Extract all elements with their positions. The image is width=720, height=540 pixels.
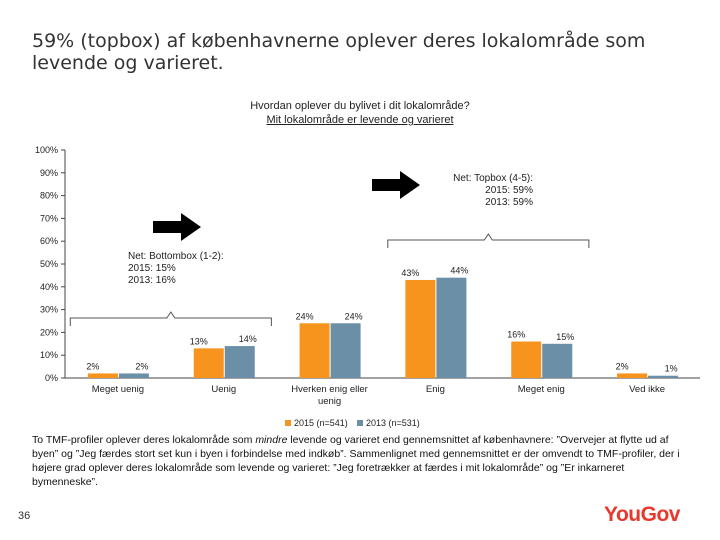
data-label: 44% [450,266,468,276]
legend-swatch [285,420,291,426]
legend-label: 2013 (n=531) [366,418,420,428]
chart-title: Hvordan oplever du bylivet i dit lokalom… [250,100,470,112]
y-tick-label: 70% [40,213,58,223]
bar [299,323,330,378]
topbox-annotation-line: 2013: 59% [485,197,533,208]
y-tick-label: 30% [40,305,58,315]
data-label: 43% [401,268,419,278]
data-label: 13% [190,336,208,346]
legend-label: 2015 (n=541) [294,418,348,428]
y-tick-label: 80% [40,191,58,201]
legend-swatch [357,420,363,426]
bar [118,373,149,378]
x-tick-label: Uenig [211,384,236,395]
slide-title: 59% (topbox) af københavnerne oplever de… [32,30,646,74]
data-label: 2% [86,361,99,371]
bar [511,341,542,378]
bar [330,323,361,378]
y-tick-label: 100% [35,145,58,155]
bar [87,373,118,378]
bottombox-annotation-line: 2015: 15% [128,263,176,274]
x-tick-label: uenig [318,396,341,407]
yougov-logo: YouGov [604,503,680,526]
bar [542,343,573,378]
chart-subtitle: Mit lokalområde er levende og varieret [266,114,454,126]
topbox-bracket [387,233,590,248]
x-tick-label: Meget enig [518,384,565,395]
bar [405,279,436,378]
data-label: 16% [507,330,525,340]
y-tick-label: 90% [40,168,58,178]
topbox-arrow-icon [372,171,420,199]
footnote-italic: mindre [255,434,288,446]
bottombox-arrow-icon [153,213,201,241]
footnote-part1: To TMF-profiler oplever deres lokalområd… [32,434,256,446]
x-tick-label: Hverken enig eller [291,384,368,395]
data-label: 2% [135,361,148,371]
bottombox-annotation-line: 2013: 16% [128,275,176,286]
data-label: 24% [296,311,314,321]
footnote: To TMF-profiler oplever deres lokalområd… [32,433,692,489]
x-tick-label: Enig [426,384,445,395]
y-tick-label: 20% [40,327,58,337]
bar [648,375,679,378]
data-label: 14% [239,334,257,344]
chart-title-block: Hvordan oplever du bylivet i dit lokalom… [140,99,580,127]
bar [436,277,467,378]
page-number: 36 [18,510,31,522]
y-tick-label: 10% [40,350,58,360]
footnote-part2: levende og varieret end gennemsnittet af… [32,434,680,488]
bottombox-bracket [69,311,272,326]
bar-chart: 0% 10% 20% 30% 40% 50% 60% 70% 80% 90% 100% Meget u… [35,145,700,428]
data-label: 2% [616,361,629,371]
x-tick-label: Meget uenig [92,384,144,395]
topbox-annotation-line: 2015: 59% [485,185,533,196]
data-label: 15% [556,332,574,342]
data-label: 1% [665,364,678,374]
bar [617,373,648,378]
data-label: 24% [345,311,363,321]
y-tick-label: 60% [40,236,58,246]
y-tick-label: 0% [45,373,58,383]
bottombox-annotation-line: Net: Bottombox (1-2): [128,251,224,262]
bar [193,348,224,378]
y-tick-label: 50% [40,259,58,269]
x-tick-label: Ved ikke [629,384,665,395]
y-tick-label: 40% [40,282,58,292]
topbox-annotation-line: Net: Topbox (4-5): [453,173,533,184]
bar [224,346,255,378]
